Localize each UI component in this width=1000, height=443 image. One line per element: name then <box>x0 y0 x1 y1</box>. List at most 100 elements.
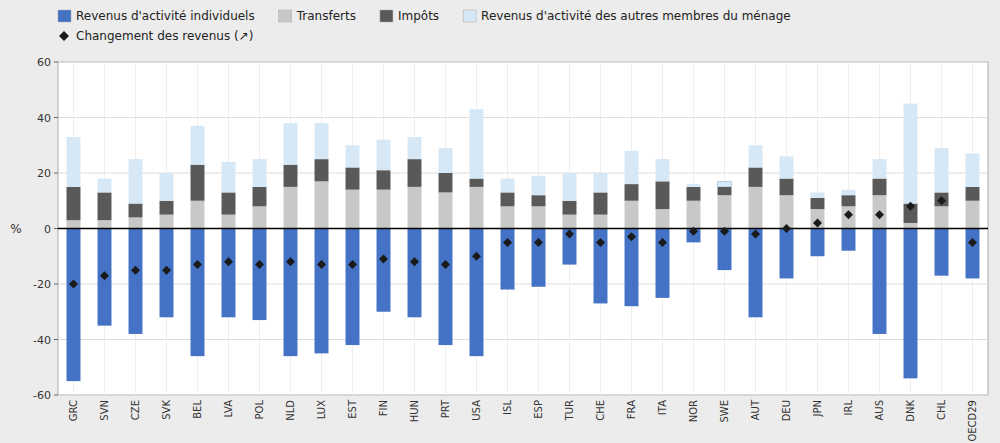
bar <box>687 201 701 229</box>
marker <box>131 266 140 275</box>
grid <box>58 62 988 395</box>
bar <box>501 192 515 206</box>
zero-line <box>58 228 988 230</box>
marks <box>67 104 980 382</box>
bar <box>966 201 980 229</box>
marker <box>596 238 605 247</box>
bar <box>346 167 360 189</box>
bar <box>377 140 391 171</box>
bar <box>98 192 112 220</box>
marker <box>286 257 295 266</box>
tick-label: DNK <box>905 400 916 422</box>
bar <box>811 229 825 257</box>
bar-series <box>67 104 980 204</box>
bar <box>470 179 484 187</box>
bar <box>656 229 670 298</box>
bar <box>780 195 794 228</box>
marker <box>410 257 419 266</box>
marker <box>379 255 388 264</box>
tick-label: CHL <box>936 400 947 421</box>
tick-label: FRA <box>626 400 637 419</box>
tick-label: NOR <box>688 400 699 422</box>
bar <box>749 187 763 229</box>
tick <box>54 228 58 229</box>
bar <box>873 229 887 334</box>
bar <box>966 229 980 279</box>
bar <box>129 204 143 218</box>
tick-label: IRL <box>843 400 854 416</box>
marker <box>348 260 357 269</box>
legend-symbol <box>279 10 292 22</box>
tick-label: AUT <box>750 399 761 420</box>
bar <box>346 190 360 229</box>
bar <box>253 229 267 321</box>
bar <box>780 156 794 178</box>
bar-series <box>67 159 980 223</box>
legend-label: Changement des revenus (↗) <box>76 29 253 43</box>
bar <box>625 201 639 229</box>
marker <box>472 252 481 261</box>
bar <box>532 195 546 206</box>
bar <box>904 104 918 204</box>
legend-symbol <box>58 10 71 22</box>
bar <box>129 159 143 203</box>
tick-label: HUN <box>409 400 420 422</box>
bar <box>191 201 205 229</box>
bar <box>470 109 484 178</box>
tick-label: PRT <box>440 399 451 418</box>
grid-line <box>58 228 988 229</box>
tick-label: ITA <box>657 400 668 415</box>
bar <box>935 148 949 192</box>
tick-label: -40 <box>33 334 51 347</box>
bar <box>129 217 143 228</box>
marks <box>69 196 977 288</box>
bar-series <box>67 229 980 382</box>
tick-label: TUR <box>564 400 575 421</box>
bar <box>532 176 546 195</box>
bar <box>532 206 546 228</box>
legend-item: Revenus d'activité individuels <box>58 9 255 23</box>
marker <box>844 210 853 219</box>
bar <box>315 159 329 181</box>
bar <box>625 184 639 201</box>
bar <box>594 192 608 214</box>
bar <box>160 229 174 318</box>
marker <box>875 210 884 219</box>
tick-label: LVA <box>223 400 234 418</box>
bar <box>873 195 887 228</box>
marker <box>968 238 977 247</box>
tick-label: JPN <box>812 400 823 417</box>
bar <box>160 173 174 201</box>
bar <box>780 179 794 196</box>
bar <box>563 173 577 201</box>
bar <box>718 195 732 228</box>
tick-label: 60 <box>37 56 51 69</box>
tick <box>54 173 58 174</box>
bar <box>563 229 577 265</box>
tick-label: NLD <box>285 400 296 421</box>
marker <box>317 260 326 269</box>
bar <box>780 229 794 279</box>
tick-label: DEU <box>781 400 792 421</box>
bar <box>718 181 732 195</box>
bar <box>408 229 422 318</box>
marker <box>193 260 202 269</box>
marker <box>751 230 760 239</box>
axis-label: % <box>10 222 21 236</box>
bar <box>718 181 732 187</box>
tick <box>54 284 58 285</box>
bar <box>532 229 546 287</box>
bar <box>842 195 856 206</box>
bar <box>253 159 267 187</box>
bar <box>439 192 453 228</box>
tick-label: -20 <box>33 278 51 291</box>
legend-symbol <box>463 10 476 22</box>
marker <box>937 196 946 205</box>
bar <box>842 229 856 251</box>
tick <box>54 62 58 63</box>
bar <box>315 229 329 354</box>
bar <box>749 145 763 167</box>
bar <box>501 179 515 193</box>
marker <box>720 227 729 236</box>
bar <box>904 223 918 229</box>
